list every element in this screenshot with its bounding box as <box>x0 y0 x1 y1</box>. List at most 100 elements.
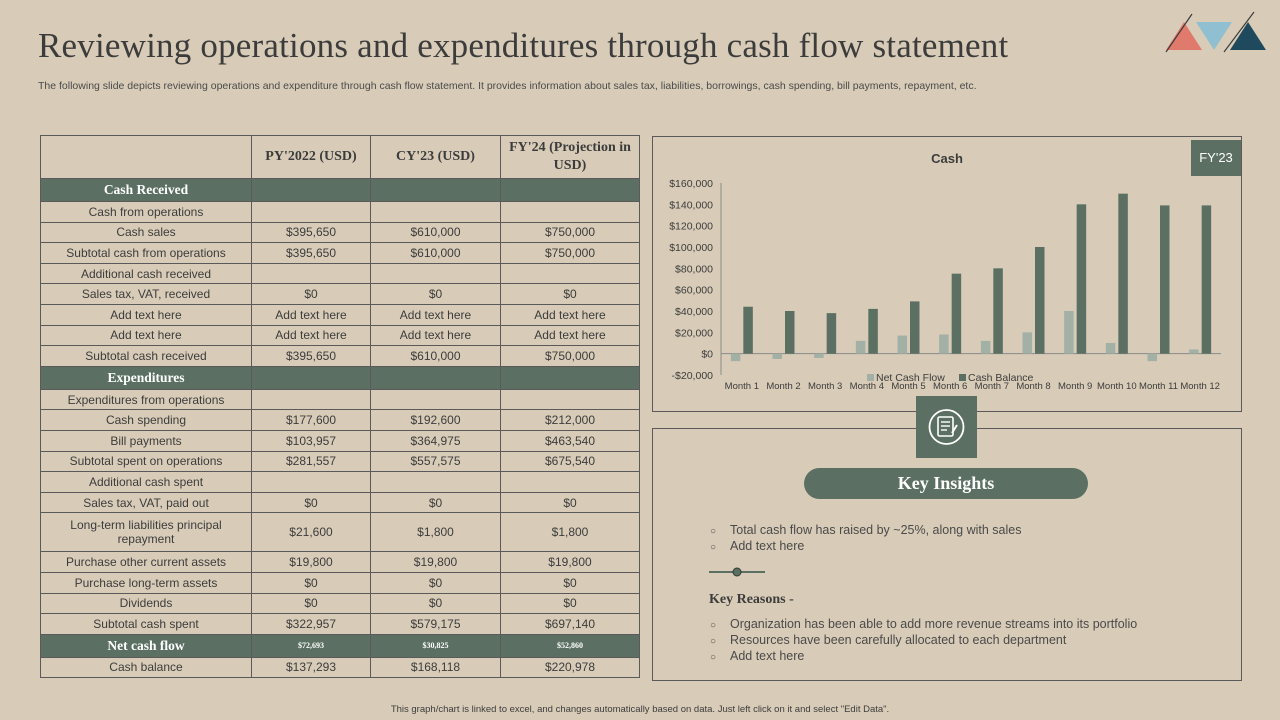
row-value: $19,800 <box>251 551 371 573</box>
row-value: $0 <box>251 491 371 514</box>
row-label: Cash balance <box>40 656 252 679</box>
legend-label: Net Cash Flow <box>876 372 945 384</box>
row-value: Add text here <box>251 303 371 326</box>
row-label: Subtotal spent on operations <box>40 450 252 473</box>
row-value: $610,000 <box>370 345 501 367</box>
row-value: $675,540 <box>500 450 640 473</box>
y-tick-label: $140,000 <box>669 199 713 211</box>
cash-chart: Cash -$20,000 $0 $20,000 $40,000 $60,000 $80,0… <box>652 136 1242 412</box>
row-value <box>370 388 501 411</box>
row-label: Additional cash received <box>40 262 252 285</box>
row-value: $137,293 <box>251 656 371 679</box>
x-tick-label: Month 1 <box>725 381 759 392</box>
x-tick-label: Month 5 <box>891 381 925 392</box>
row-value <box>500 262 640 285</box>
row-value <box>251 178 371 202</box>
row-value: $463,540 <box>500 429 640 452</box>
y-tick-label: $100,000 <box>669 242 713 254</box>
net-cash-flow-bar <box>1147 353 1157 362</box>
x-tick-label: Month 11 <box>1139 381 1178 392</box>
chart-title: Cash <box>931 151 963 166</box>
cash-balance-bar <box>910 301 920 354</box>
row-value <box>500 201 640 223</box>
row-label: Cash Received <box>40 178 252 202</box>
y-tick-label: $0 <box>701 349 713 361</box>
table-row: Additional cash received <box>40 262 640 285</box>
row-label: Add text here <box>40 303 252 326</box>
cash-flow-table: PY'2022 (USD) CY'23 (USD) FY'24 (Projectio… <box>40 135 640 679</box>
row-value: $281,557 <box>251 450 371 473</box>
row-value: $1,800 <box>370 512 501 553</box>
table-row: Subtotal spent on operations $281,557 $557… <box>40 450 640 473</box>
cash-balance-bar <box>868 308 878 354</box>
row-value <box>251 201 371 223</box>
list-item: ○ Resources have been carefully allocated… <box>710 632 1137 648</box>
row-label: Purchase long-term assets <box>40 571 252 594</box>
row-value: $21,600 <box>251 512 371 553</box>
row-value: $19,800 <box>500 551 640 573</box>
cash-balance-bar <box>1201 205 1212 354</box>
table-row: Add text here Add text here Add text here A… <box>40 324 640 347</box>
y-tick-label: $60,000 <box>675 285 713 297</box>
cash-balance-bar <box>993 268 1003 354</box>
table-row: Expenditures from operations <box>40 388 640 411</box>
net-cash-flow-bar <box>814 353 824 358</box>
net-cash-flow-bar <box>897 335 907 354</box>
row-value: $1,800 <box>500 512 640 553</box>
y-tick-label: -$20,000 <box>672 370 714 382</box>
x-tick-label: Month 8 <box>1016 381 1050 392</box>
bullet-circle-icon: ○ <box>710 526 717 537</box>
cash-balance-bar <box>1076 204 1087 354</box>
row-value: $30,825 <box>370 633 501 658</box>
row-value <box>370 201 501 223</box>
row-value: $395,650 <box>251 345 371 367</box>
row-value: $0 <box>251 592 371 615</box>
table-row: Subtotal cash received $395,650 $610,000 $7… <box>40 345 640 367</box>
row-value: $192,600 <box>370 409 501 431</box>
table-row: Dividends $0 $0 $0 <box>40 592 640 615</box>
bullet-circle-icon: ○ <box>710 652 717 663</box>
table-row: Additional cash spent <box>40 471 640 493</box>
net-cash-flow-bar <box>1022 332 1032 354</box>
x-tick-label: Month 4 <box>850 381 884 392</box>
table-row: Add text here Add text here Add text here A… <box>40 303 640 326</box>
row-label: Subtotal cash received <box>40 345 252 367</box>
cash-balance-bar <box>951 273 962 354</box>
row-value: $579,175 <box>370 613 501 635</box>
key-insights-heading: Key Insights <box>804 468 1088 499</box>
row-value <box>251 262 371 285</box>
row-value <box>500 365 640 390</box>
row-label: Purchase other current assets <box>40 551 252 573</box>
legend-swatch <box>867 374 874 381</box>
table-row: Cash spending $177,600 $192,600 $212,000 <box>40 409 640 431</box>
legend-swatch <box>959 374 966 381</box>
row-value: $322,957 <box>251 613 371 635</box>
row-value: $19,800 <box>370 551 501 573</box>
row-value: $750,000 <box>500 221 640 244</box>
x-tick-label: Month 12 <box>1180 381 1220 392</box>
row-value: $364,975 <box>370 429 501 452</box>
row-value: $0 <box>500 571 640 594</box>
row-value: $0 <box>370 491 501 514</box>
table-column-header <box>40 135 252 179</box>
cash-chart-plot: Cash -$20,000 $0 $20,000 $40,000 $60,000 $80,0… <box>669 151 1221 392</box>
row-value <box>370 262 501 285</box>
row-value: $0 <box>370 283 501 305</box>
x-tick-label: Month 7 <box>975 381 1009 392</box>
net-cash-flow-bar <box>1189 349 1199 354</box>
bullet-circle-icon: ○ <box>710 620 717 631</box>
row-value: $0 <box>251 283 371 305</box>
net-cash-flow-bar <box>980 340 991 354</box>
row-label: Cash spending <box>40 409 252 431</box>
table-row: Subtotal cash spent $322,957 $579,175 $697,… <box>40 613 640 635</box>
row-label: Cash from operations <box>40 201 252 223</box>
table-row: Long-term liabilities principal repaymen… <box>40 512 640 553</box>
row-value: Add text here <box>500 303 640 326</box>
table-row: Sales tax, VAT, paid out $0 $0 $0 <box>40 491 640 514</box>
net-cash-flow-bar <box>1105 343 1116 354</box>
row-value: $750,000 <box>500 345 640 367</box>
row-label: Additional cash spent <box>40 471 252 493</box>
y-tick-label: $40,000 <box>675 306 713 318</box>
list-item: ○ Add text here <box>710 538 1021 554</box>
row-value: $0 <box>500 491 640 514</box>
